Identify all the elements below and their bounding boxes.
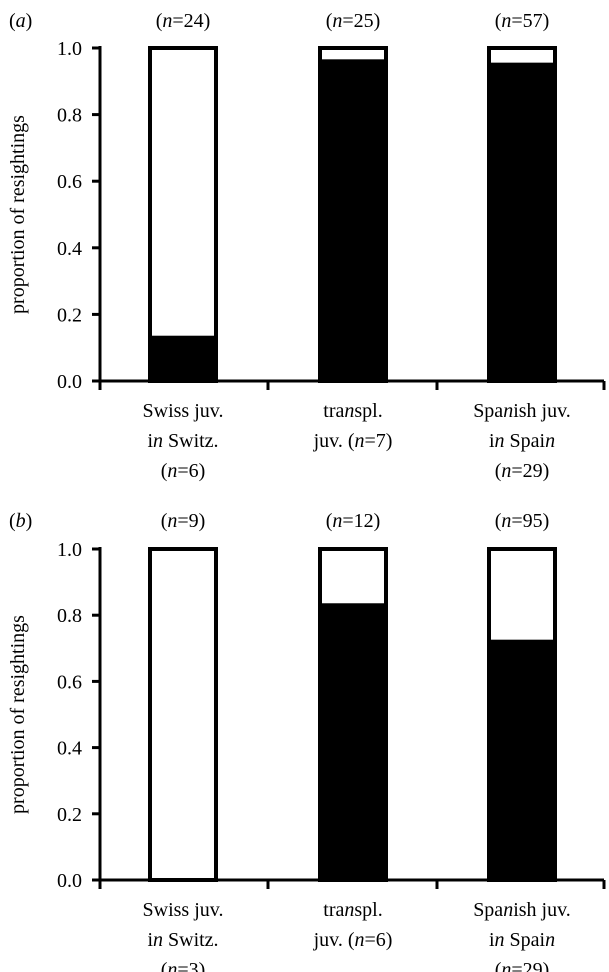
panel-a-category-label: (n=29) — [495, 460, 550, 482]
panel-a-category-label: Spanish juv. — [473, 400, 571, 422]
panel-a-category-label: in Spain — [489, 430, 555, 452]
panel-b-category-label: juv. (n=6) — [313, 929, 393, 951]
panel-b-category-label: in Spain — [489, 929, 555, 951]
panel-a-bar-filled — [148, 335, 218, 383]
panel-a-bar-top-label: (n=25) — [326, 10, 381, 32]
panel-a-y-tick-label: 0.2 — [57, 304, 82, 326]
panel-b-bar-top-label: (n=9) — [161, 510, 206, 532]
panel-b-y-tick-label: 0.4 — [57, 738, 82, 760]
panel-b-category-label: Spanish juv. — [473, 899, 571, 921]
panel-b-y-tick-label: 0.2 — [57, 804, 82, 826]
panel-a-bar-filled — [487, 62, 557, 384]
panel-a-category-label: Swiss juv. — [143, 400, 224, 422]
panel-b-category-label: (n=29) — [495, 959, 550, 972]
panel-a-bar-top-label: (n=57) — [495, 10, 550, 32]
panel-b-y-tick-label: 0.8 — [57, 605, 82, 627]
panel-b-category-label: in Switz. — [147, 929, 218, 951]
panel-a-category-label: (n=6) — [161, 460, 206, 482]
panel-a-y-tick-label: 0.0 — [57, 371, 82, 393]
panel-b-bar-filled — [318, 603, 388, 883]
panel-b-y-axis-title: proportion of resightings — [7, 615, 29, 814]
panel-a-label: (a) — [9, 10, 32, 32]
panel-a-y-axis-title: proportion of resightings — [7, 115, 29, 314]
panel-a-y-tick-label: 0.6 — [57, 171, 82, 193]
panel-a-category-label: in Switz. — [147, 430, 218, 452]
panel-a-y-tick-label: 0.4 — [57, 238, 82, 260]
panel-b-y-tick-label: 1.0 — [57, 539, 82, 561]
panel-b-bar-top-label: (n=95) — [495, 510, 550, 532]
panel-b-y-tick-label: 0.6 — [57, 671, 82, 693]
panel-b-category-label: Swiss juv. — [143, 899, 224, 921]
panel-a-y-tick-label: 1.0 — [57, 38, 82, 60]
panel-b-label: (b) — [9, 510, 32, 532]
panel-b-category-label: (n=3) — [161, 959, 206, 972]
panel-b-bar-top-label: (n=12) — [326, 510, 381, 532]
panel-a-category-label: transpl. — [323, 400, 382, 422]
panel-b-category-label: transpl. — [323, 899, 382, 921]
panel-a-category-label: juv. (n=7) — [313, 430, 393, 452]
panel-a-bar-top-label: (n=24) — [156, 10, 211, 32]
panel-b-y-tick-label: 0.0 — [57, 870, 82, 892]
panel-b-bar-outline — [148, 547, 218, 882]
panel-a-bar-filled — [318, 59, 388, 383]
panel-a-y-tick-label: 0.8 — [57, 105, 82, 127]
panel-b-bar-filled — [487, 639, 557, 882]
panel-a-bar-outline — [148, 46, 218, 383]
